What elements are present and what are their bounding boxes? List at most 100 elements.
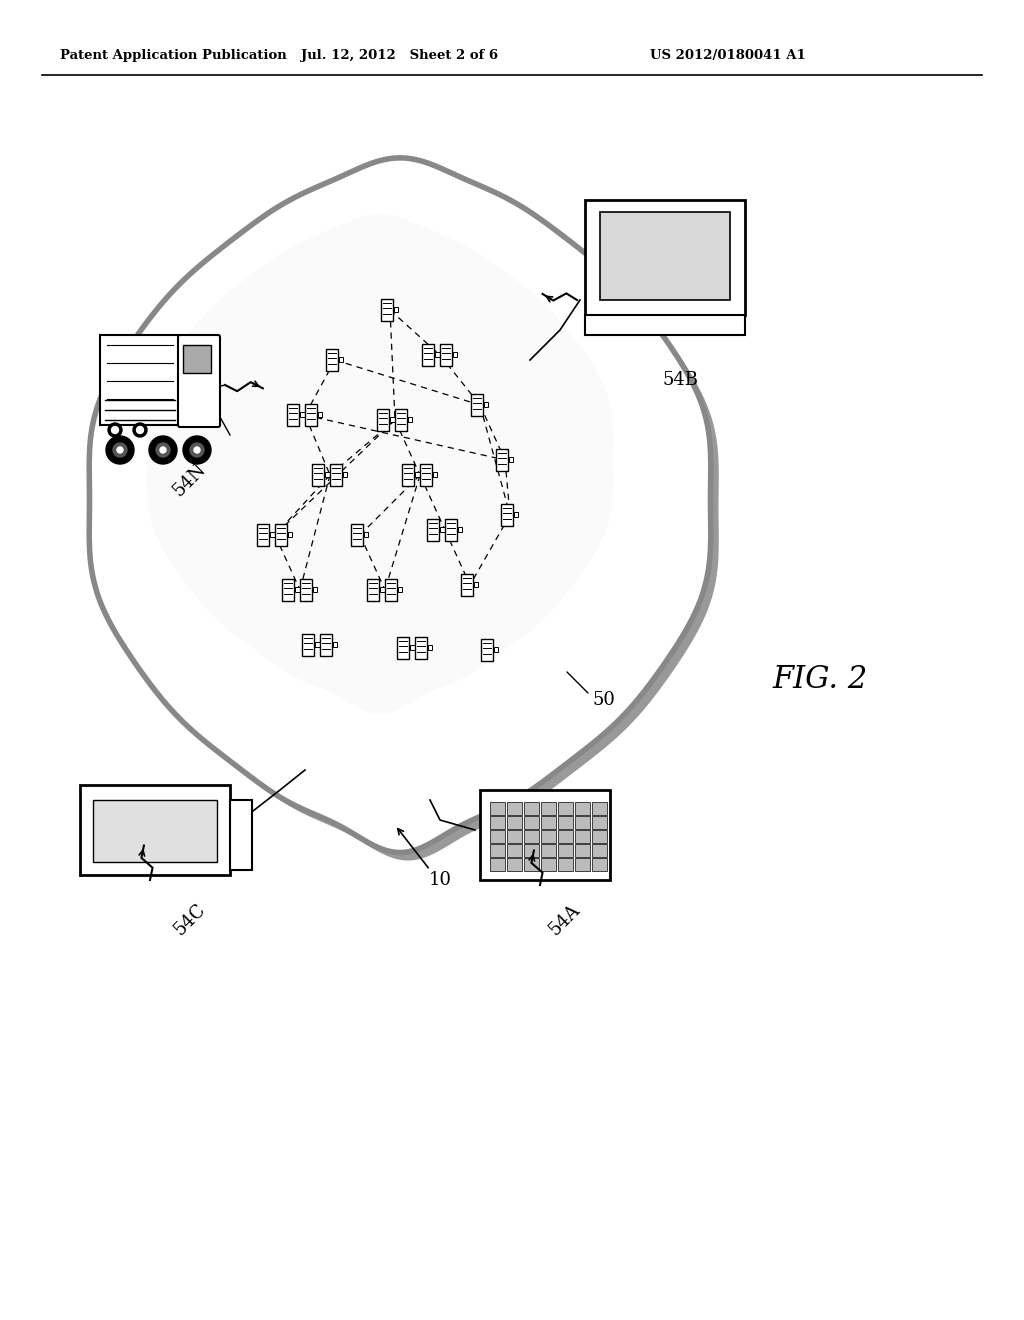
Bar xyxy=(514,512,518,517)
Bar xyxy=(541,816,556,829)
Bar xyxy=(524,803,539,814)
Bar xyxy=(592,843,607,857)
Circle shape xyxy=(117,447,123,453)
Bar xyxy=(558,830,573,843)
Circle shape xyxy=(133,422,147,437)
Bar xyxy=(600,213,730,300)
Bar xyxy=(575,803,590,814)
Bar xyxy=(390,417,394,422)
Bar xyxy=(461,574,473,597)
Bar xyxy=(230,800,252,870)
Bar xyxy=(490,816,505,829)
Text: US 2012/0180041 A1: US 2012/0180041 A1 xyxy=(650,49,806,62)
Bar xyxy=(422,343,434,366)
Bar xyxy=(395,409,407,432)
Bar xyxy=(385,578,397,601)
Bar xyxy=(558,803,573,814)
Text: 54B: 54B xyxy=(662,371,698,389)
Bar xyxy=(433,471,437,478)
Bar xyxy=(257,524,269,546)
Bar xyxy=(80,785,230,875)
Bar xyxy=(288,532,292,537)
Bar xyxy=(440,527,444,532)
Bar xyxy=(343,471,347,478)
Text: 54N: 54N xyxy=(170,461,210,500)
Circle shape xyxy=(136,426,143,433)
Bar xyxy=(480,789,610,880)
Bar xyxy=(592,830,607,843)
Bar xyxy=(494,647,499,652)
Bar xyxy=(368,578,380,601)
Bar xyxy=(445,519,457,541)
Bar xyxy=(507,803,522,814)
Bar xyxy=(524,843,539,857)
Bar xyxy=(428,644,432,651)
FancyBboxPatch shape xyxy=(178,335,220,426)
Bar xyxy=(541,858,556,871)
Bar xyxy=(507,843,522,857)
Bar xyxy=(295,587,300,593)
Bar xyxy=(507,858,522,871)
Bar xyxy=(288,404,299,426)
Polygon shape xyxy=(89,158,711,853)
Bar xyxy=(275,524,287,546)
Bar xyxy=(300,412,305,417)
Circle shape xyxy=(194,447,200,453)
Circle shape xyxy=(156,444,170,457)
Bar xyxy=(484,401,488,408)
Bar xyxy=(490,830,505,843)
Bar xyxy=(270,532,274,537)
Bar xyxy=(300,578,312,601)
Bar xyxy=(420,463,432,486)
Bar xyxy=(327,348,338,371)
Bar xyxy=(474,582,478,587)
Bar xyxy=(315,642,319,647)
Bar xyxy=(312,463,325,486)
Bar xyxy=(558,816,573,829)
Bar xyxy=(93,800,217,862)
Bar xyxy=(575,843,590,857)
Bar xyxy=(541,843,556,857)
Bar xyxy=(509,457,513,462)
Text: FIG. 2: FIG. 2 xyxy=(772,664,867,696)
Bar xyxy=(402,463,415,486)
Bar xyxy=(394,306,398,313)
Bar xyxy=(397,587,402,593)
Bar xyxy=(283,578,295,601)
Text: 54C: 54C xyxy=(171,900,209,940)
Polygon shape xyxy=(147,214,613,714)
Circle shape xyxy=(150,436,177,465)
Circle shape xyxy=(108,422,122,437)
Bar xyxy=(415,471,420,478)
Bar xyxy=(397,636,410,659)
Circle shape xyxy=(113,444,127,457)
Bar xyxy=(490,843,505,857)
Text: Patent Application Publication: Patent Application Publication xyxy=(60,49,287,62)
Bar xyxy=(558,843,573,857)
Bar xyxy=(575,816,590,829)
Bar xyxy=(585,315,745,335)
Circle shape xyxy=(112,426,119,433)
Bar xyxy=(592,858,607,871)
Bar xyxy=(592,803,607,814)
Polygon shape xyxy=(97,166,719,861)
Bar xyxy=(326,471,330,478)
Circle shape xyxy=(190,444,204,457)
Bar xyxy=(575,858,590,871)
Bar xyxy=(427,519,439,541)
Bar xyxy=(378,409,389,432)
Text: 50: 50 xyxy=(592,690,614,709)
Bar xyxy=(471,393,483,416)
Bar xyxy=(541,830,556,843)
Bar xyxy=(575,830,590,843)
Bar xyxy=(481,639,494,661)
Bar xyxy=(558,858,573,871)
Bar xyxy=(507,830,522,843)
Bar xyxy=(585,201,745,315)
Text: 54A: 54A xyxy=(546,902,584,939)
Bar xyxy=(501,504,513,527)
Bar xyxy=(490,803,505,814)
Bar xyxy=(541,803,556,814)
Bar xyxy=(339,356,343,363)
Bar xyxy=(497,449,508,471)
